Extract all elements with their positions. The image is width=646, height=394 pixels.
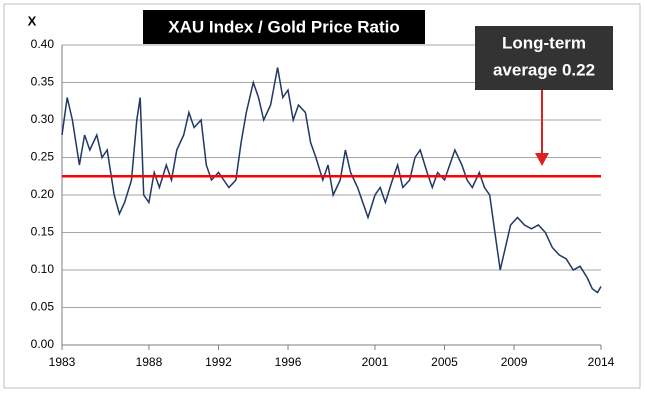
title-box [143, 10, 425, 44]
annotation-text: Long-term [502, 33, 586, 52]
annotation-text: average 0.22 [493, 60, 595, 79]
x-tick-label: 2005 [431, 355, 458, 369]
chart-title: XAU Index / Gold Price Ratio [168, 17, 399, 36]
y-axis-label: X [28, 13, 37, 28]
x-tick-label: 2001 [362, 355, 389, 369]
x-tick-label: 2009 [501, 355, 528, 369]
y-tick-label: 0.20 [31, 187, 55, 201]
x-tick-label: 1996 [275, 355, 302, 369]
x-tick-label: 1992 [205, 355, 232, 369]
y-tick-label: 0.35 [31, 75, 55, 89]
y-tick-label: 0.15 [31, 225, 55, 239]
y-tick-label: 0.25 [31, 150, 55, 164]
x-tick-label: 2014 [588, 355, 615, 369]
annotation-arrowhead [535, 153, 549, 166]
plot: 0.00 0.05 0.10 0.15 0.20 0.25 0.30 0.35 0.40 1983… [31, 37, 615, 369]
annotation-box [475, 26, 613, 90]
y-tick-label: 0.05 [31, 300, 55, 314]
y-tick-label: 0.10 [31, 262, 55, 276]
y-tick-label: 0.00 [31, 337, 55, 351]
x-tick-label: 1983 [49, 355, 76, 369]
data-line [61, 67, 602, 294]
y-tick-label: 0.30 [31, 112, 55, 126]
y-tick-label: 0.40 [31, 37, 55, 51]
x-tick-label: 1988 [136, 355, 163, 369]
